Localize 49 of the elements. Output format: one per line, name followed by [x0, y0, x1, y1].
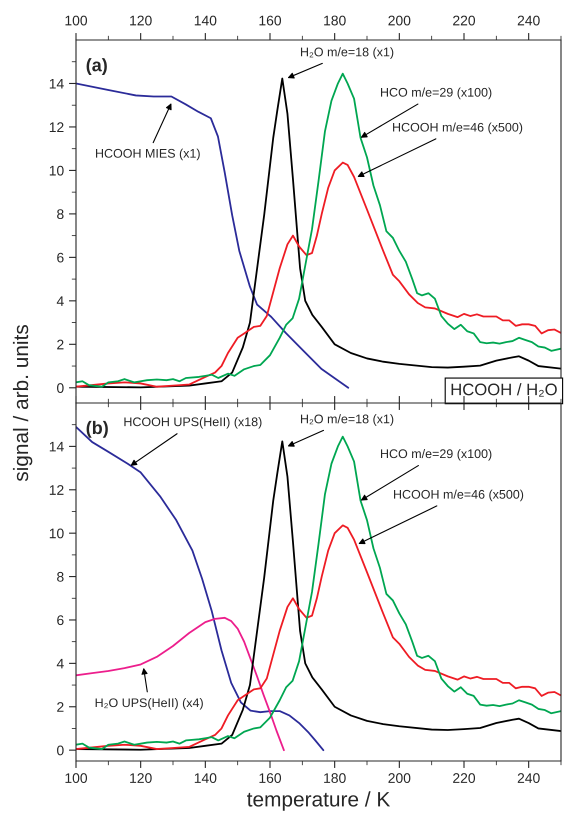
x-axis-title: temperature / K	[247, 791, 390, 811]
y-tick-label: 2	[57, 340, 64, 350]
y-tick-label: 6	[57, 615, 64, 626]
annotation: HCOOH UPS(HeII) (x18)	[124, 417, 262, 429]
y-axis-title: signal / arb. units	[12, 325, 32, 482]
y-tick-label: 10	[50, 528, 64, 538]
y-tick-label: 12	[50, 485, 64, 495]
x-tick-label: 200	[388, 773, 410, 784]
y-tick-label: 0	[57, 383, 64, 393]
x-tick-label: 140	[194, 773, 216, 784]
line-series	[76, 616, 285, 752]
x-tick-label: 200	[388, 16, 410, 26]
annotation: HCOOH / H₂O	[452, 383, 557, 397]
x-tick-label: 240	[518, 773, 540, 784]
line-series	[76, 524, 561, 750]
y-tick-label: 12	[50, 122, 64, 132]
annotation: (a)	[86, 58, 107, 75]
x-tick-label: 120	[130, 773, 152, 784]
y-tick-label: 10	[50, 166, 64, 176]
x-tick-label: 240	[518, 16, 540, 26]
x-tick-label: 160	[259, 16, 282, 26]
y-tick-label: 14	[50, 78, 64, 89]
x-tick-label: 120	[130, 16, 152, 26]
annotation: HCO m/e=29 (x100)	[381, 88, 492, 100]
x-tick-label: 100	[65, 16, 88, 26]
annotation: H₂O UPS(HeII) (x4)	[96, 698, 203, 710]
y-tick-label: 0	[57, 745, 64, 756]
annotation: HCOOH MIES (x1)	[96, 148, 200, 160]
y-tick-label: 4	[56, 296, 64, 306]
line-series	[76, 82, 350, 389]
x-tick-label: 220	[453, 16, 476, 26]
annotation: H₂O m/e=18 (x1)	[300, 47, 394, 59]
y-tick-label: 8	[57, 572, 64, 582]
y-tick-label: 4	[56, 658, 64, 668]
annotation: (b)	[86, 420, 108, 438]
x-tick-label: 100	[65, 773, 88, 784]
y-tick-label: 8	[57, 209, 64, 220]
x-tick-label: 180	[324, 16, 346, 26]
annotation: H₂O m/e=18 (x1)	[300, 414, 394, 426]
x-tick-label: 140	[194, 16, 216, 26]
y-tick-label: 2	[57, 702, 64, 712]
annotation: HCOOH m/e=46 (x500)	[394, 490, 524, 502]
x-tick-label: 220	[453, 773, 476, 784]
annotation: HCOOH m/e=46 (x500)	[393, 122, 522, 134]
x-tick-label: 180	[324, 773, 346, 784]
x-tick-label: 160	[259, 773, 282, 784]
y-tick-label: 6	[57, 252, 64, 263]
y-tick-label: 14	[50, 442, 64, 452]
annotation: HCO m/e=29 (x100)	[381, 448, 492, 461]
